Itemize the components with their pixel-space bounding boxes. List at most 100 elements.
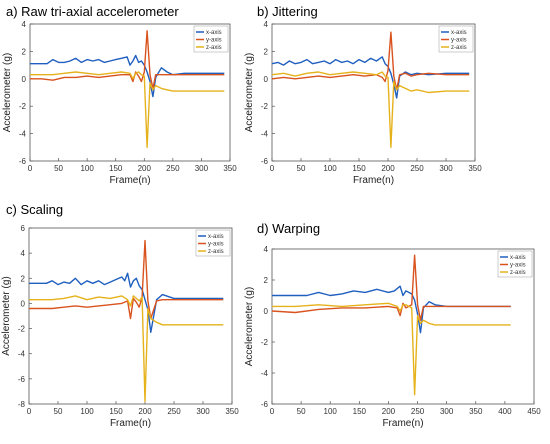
y-tick-label: 4 xyxy=(22,20,27,29)
y-tick-label: 0 xyxy=(264,307,269,316)
x-tick-label: 100 xyxy=(80,164,94,173)
chart-title: c) Scaling xyxy=(6,202,63,217)
y-tick-label: 2 xyxy=(264,276,269,285)
series-line-y-axis xyxy=(272,31,470,91)
series-line-x-axis xyxy=(29,272,224,333)
legend-entry: y-axis xyxy=(208,242,224,248)
x-tick-label: 0 xyxy=(270,164,275,173)
x-tick-label: 200 xyxy=(382,407,396,416)
x-tick-label: 50 xyxy=(54,407,63,416)
y-tick-label: -2 xyxy=(19,102,27,111)
y-axis-label: Accelerometer (g) xyxy=(244,53,255,132)
legend-entry: x-axis xyxy=(510,255,526,261)
legend-entry: z-axis xyxy=(206,45,222,51)
y-tick-label: 0 xyxy=(264,75,269,84)
chart-title: d) Warping xyxy=(257,221,320,236)
legend-entry: x-axis xyxy=(451,30,467,36)
y-tick-label: 2 xyxy=(21,274,26,283)
x-axis-label: Frame(n) xyxy=(109,175,150,186)
y-tick-label: -2 xyxy=(261,102,269,111)
x-tick-label: 300 xyxy=(440,407,454,416)
series-line-x-axis xyxy=(272,285,511,334)
x-tick-label: 150 xyxy=(109,407,123,416)
series-line-z-axis xyxy=(30,71,225,149)
y-tick-label: -6 xyxy=(261,400,269,409)
y-tick-label: -6 xyxy=(261,157,269,166)
x-tick-label: 400 xyxy=(498,407,512,416)
x-tick-label: 350 xyxy=(223,164,237,173)
x-tick-label: 150 xyxy=(352,164,366,173)
x-tick-label: 200 xyxy=(138,407,152,416)
y-tick-label: -4 xyxy=(18,350,26,359)
x-tick-label: 0 xyxy=(27,407,32,416)
y-tick-label: 0 xyxy=(22,75,27,84)
y-tick-label: 0 xyxy=(21,299,26,308)
x-tick-label: 200 xyxy=(138,164,152,173)
x-tick-label: 450 xyxy=(527,407,541,416)
y-tick-label: -4 xyxy=(261,369,269,378)
x-axis-label: Frame(n) xyxy=(382,418,423,429)
x-tick-label: 0 xyxy=(28,164,33,173)
chart-panel-0: a) Raw tri-axial accelerometer 0 50 100 150 2… xyxy=(2,4,237,186)
y-tick-label: -2 xyxy=(261,338,269,347)
x-tick-label: 350 xyxy=(225,407,239,416)
x-tick-label: 250 xyxy=(167,407,181,416)
chart-panel-3: d) Warping 0 50 100 150 200 250 300 350 400 450 -6 -… xyxy=(244,221,541,429)
x-tick-label: 0 xyxy=(270,407,275,416)
x-tick-label: 250 xyxy=(166,164,180,173)
x-tick-label: 300 xyxy=(439,164,453,173)
y-axis-label: Accelerometer (g) xyxy=(2,53,13,132)
x-tick-label: 150 xyxy=(109,164,123,173)
y-tick-label: 2 xyxy=(22,47,27,56)
x-tick-label: 50 xyxy=(297,407,306,416)
y-tick-label: -8 xyxy=(18,400,26,409)
y-tick-label: -6 xyxy=(18,375,26,384)
x-tick-label: 300 xyxy=(196,407,210,416)
series-line-y-axis xyxy=(30,30,225,90)
x-tick-label: 250 xyxy=(411,407,425,416)
x-tick-label: 50 xyxy=(54,164,63,173)
y-axis-label: Accelerometer (g) xyxy=(244,287,255,366)
plot-area xyxy=(271,248,535,405)
chart-title: a) Raw tri-axial accelerometer xyxy=(6,4,179,19)
x-axis-label: Frame(n) xyxy=(110,418,151,429)
chart-title: b) Jittering xyxy=(257,4,318,19)
legend-entry: x-axis xyxy=(206,30,222,36)
y-tick-label: -6 xyxy=(19,157,27,166)
x-tick-label: 100 xyxy=(324,407,338,416)
legend-entry: z-axis xyxy=(208,249,224,255)
x-tick-label: 250 xyxy=(410,164,424,173)
legend-entry: x-axis xyxy=(208,234,224,240)
y-tick-label: 4 xyxy=(264,245,269,254)
legend-entry: z-axis xyxy=(510,270,526,276)
series-line-z-axis xyxy=(272,302,511,396)
x-tick-label: 100 xyxy=(323,164,337,173)
x-tick-label: 100 xyxy=(80,407,94,416)
x-tick-label: 200 xyxy=(381,164,395,173)
series-line-z-axis xyxy=(272,71,470,149)
x-tick-label: 150 xyxy=(353,407,367,416)
x-tick-label: 300 xyxy=(195,164,209,173)
legend-entry: y-axis xyxy=(510,263,526,269)
y-tick-label: 4 xyxy=(264,20,269,29)
series-line-x-axis xyxy=(272,56,470,99)
series-line-z-axis xyxy=(29,295,224,403)
x-tick-label: 50 xyxy=(297,164,306,173)
x-tick-label: 350 xyxy=(469,407,483,416)
chart-panel-1: b) Jittering 0 50 100 150 200 250 300 350 -6 -4 -2 0… xyxy=(244,4,482,186)
x-axis-label: Frame(n) xyxy=(353,175,394,186)
x-tick-label: 350 xyxy=(468,164,482,173)
y-tick-label: -4 xyxy=(261,130,269,139)
series-line-x-axis xyxy=(30,54,225,98)
legend-entry: y-axis xyxy=(206,38,222,44)
y-tick-label: 2 xyxy=(264,47,269,56)
y-tick-label: 4 xyxy=(21,249,26,258)
y-tick-label: -2 xyxy=(18,325,26,334)
y-tick-label: -4 xyxy=(19,130,27,139)
chart-panel-2: c) Scaling 0 50 100 150 200 250 300 350 -8 -6 -4 -2 0… xyxy=(1,202,239,429)
legend-entry: y-axis xyxy=(451,38,467,44)
